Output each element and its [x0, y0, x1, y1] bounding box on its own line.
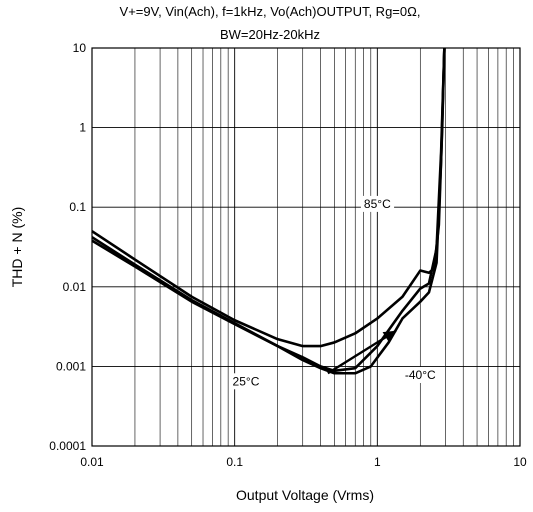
x-tick-label: 1: [374, 455, 381, 469]
x-tick-label: 10: [513, 455, 527, 469]
chart-subtitle: BW=20Hz-20kHz: [220, 27, 320, 42]
y-tick-label: 0.1: [69, 200, 86, 214]
y-tick-label: 0.001: [56, 359, 86, 373]
chart-title: V+=9V, Vin(Ach), f=1kHz, Vo(Ach)OUTPUT, …: [120, 4, 421, 19]
annotation-background: [229, 373, 263, 390]
annotation-label: 85°C: [364, 197, 391, 211]
series-line: [91, 47, 446, 375]
y-tick-label: 0.0001: [49, 439, 86, 453]
x-tick-label: 0.1: [226, 455, 243, 469]
plot-background: [92, 48, 520, 446]
y-axis-label: THD + N (%): [9, 207, 25, 288]
x-tick-label: 0.01: [80, 455, 104, 469]
y-tick-label: 1: [79, 121, 86, 135]
arrow-head: [382, 330, 396, 343]
annotation-background: [401, 366, 440, 383]
y-tick-label: 10: [73, 41, 87, 55]
x-axis-label: Output Voltage (Vrms): [236, 487, 374, 503]
y-tick-label: 0.01: [63, 280, 87, 294]
tick-labels: 0.01 0.1 1 10 0.0001 0.001 0.01 0.1 1 10: [49, 41, 527, 469]
annotation-label: -40°C: [405, 368, 436, 382]
data-series: [91, 47, 446, 375]
arrow-shaft: [327, 329, 397, 375]
annotation-arrows: [327, 329, 397, 375]
gridlines: [92, 48, 520, 446]
annotation-label: 25°C: [233, 374, 260, 388]
plot-area: [92, 48, 520, 446]
annotation-background: [360, 195, 395, 212]
annotations: 85°C 25°C -40°C: [229, 195, 440, 390]
plot-frame: [91, 47, 521, 447]
